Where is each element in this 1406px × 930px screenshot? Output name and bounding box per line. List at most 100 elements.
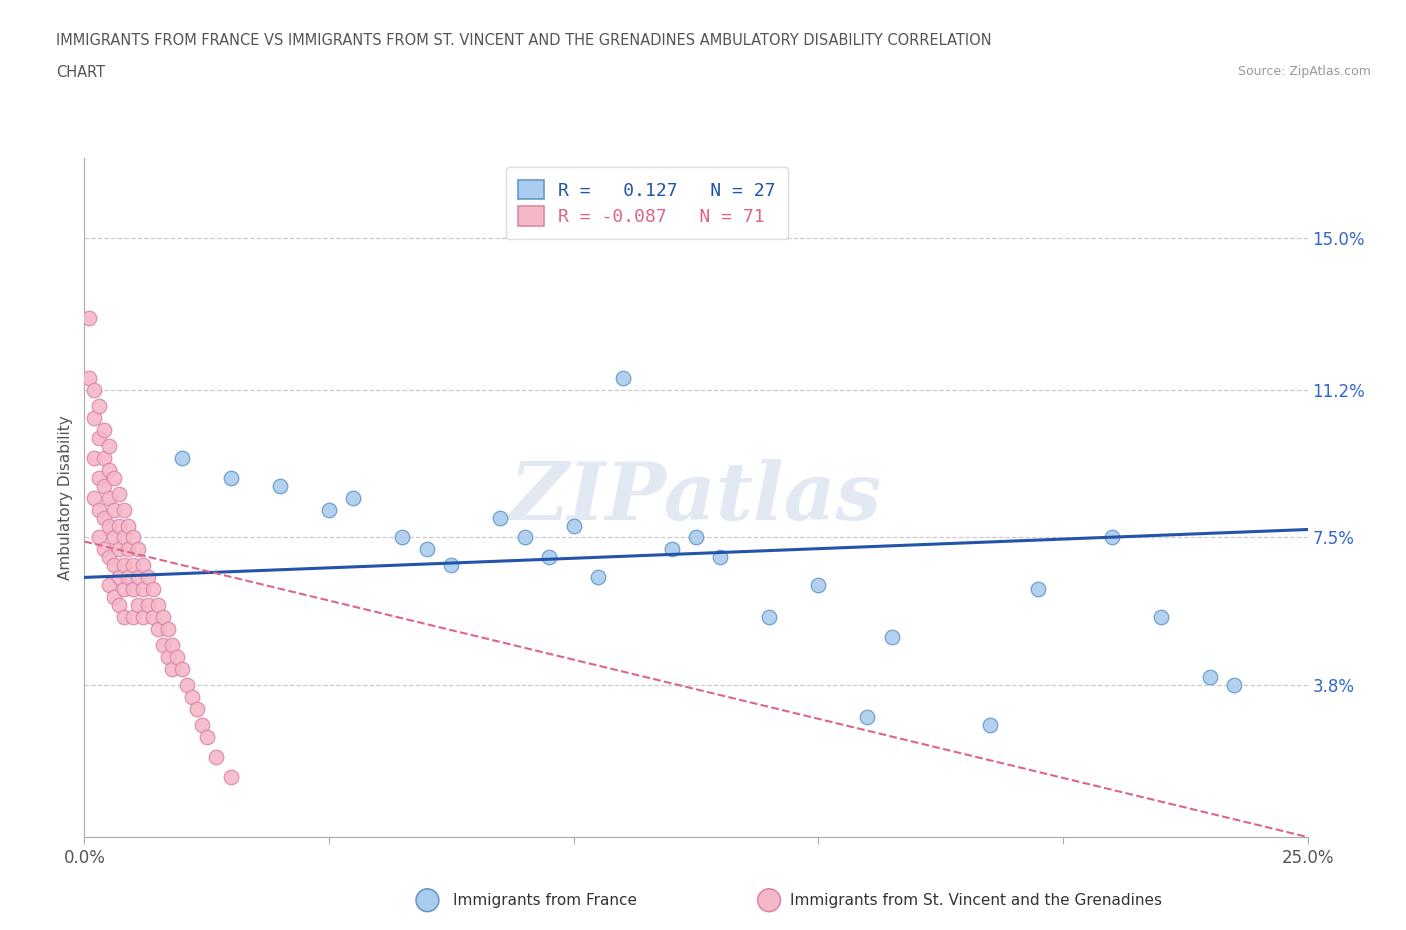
Point — [685, 530, 707, 545]
Point — [87, 398, 110, 413]
Point — [562, 518, 585, 533]
Point — [103, 502, 125, 517]
Point — [880, 630, 903, 644]
Point — [136, 598, 159, 613]
Point — [103, 471, 125, 485]
Point — [186, 702, 208, 717]
Point — [112, 502, 135, 517]
Point — [103, 590, 125, 604]
Point — [127, 542, 149, 557]
Circle shape — [416, 889, 439, 911]
Point — [97, 490, 120, 505]
Point — [93, 478, 115, 493]
Point — [117, 518, 139, 533]
Point — [172, 450, 194, 465]
Point — [856, 710, 879, 724]
Point — [758, 610, 780, 625]
Point — [112, 610, 135, 625]
Point — [97, 438, 120, 453]
Point — [219, 770, 242, 785]
Point — [122, 610, 145, 625]
Point — [132, 558, 155, 573]
Point — [93, 450, 115, 465]
Point — [162, 638, 184, 653]
Point — [146, 598, 169, 613]
Point — [205, 750, 228, 764]
Point — [107, 570, 129, 585]
Point — [77, 311, 100, 325]
Point — [107, 486, 129, 501]
Point — [1028, 582, 1050, 597]
Point — [146, 622, 169, 637]
Point — [195, 730, 218, 745]
Circle shape — [758, 889, 780, 911]
Point — [87, 502, 110, 517]
Point — [979, 718, 1001, 733]
Point — [156, 622, 179, 637]
Point — [416, 542, 439, 557]
Point — [132, 610, 155, 625]
Point — [440, 558, 463, 573]
Point — [107, 518, 129, 533]
Point — [117, 570, 139, 585]
Point — [162, 662, 184, 677]
Point — [112, 530, 135, 545]
Point — [612, 370, 634, 385]
Point — [709, 550, 731, 565]
Point — [122, 558, 145, 573]
Point — [152, 638, 174, 653]
Point — [513, 530, 536, 545]
Point — [103, 530, 125, 545]
Point — [107, 542, 129, 557]
Text: IMMIGRANTS FROM FRANCE VS IMMIGRANTS FROM ST. VINCENT AND THE GRENADINES AMBULAT: IMMIGRANTS FROM FRANCE VS IMMIGRANTS FRO… — [56, 33, 991, 47]
Point — [269, 478, 291, 493]
Point — [191, 718, 214, 733]
Legend: R =   0.127   N = 27, R = -0.087   N = 71: R = 0.127 N = 27, R = -0.087 N = 71 — [506, 167, 789, 238]
Point — [87, 431, 110, 445]
Point — [1150, 610, 1173, 625]
Point — [112, 582, 135, 597]
Point — [132, 582, 155, 597]
Point — [93, 542, 115, 557]
Point — [807, 578, 830, 592]
Y-axis label: Ambulatory Disability: Ambulatory Disability — [58, 415, 73, 580]
Point — [1198, 670, 1220, 684]
Text: Immigrants from St. Vincent and the Grenadines: Immigrants from St. Vincent and the Gren… — [790, 893, 1163, 908]
Point — [586, 570, 609, 585]
Point — [1101, 530, 1123, 545]
Text: Source: ZipAtlas.com: Source: ZipAtlas.com — [1237, 65, 1371, 78]
Point — [172, 662, 194, 677]
Point — [142, 610, 165, 625]
Point — [97, 462, 120, 477]
Text: ZIPatlas: ZIPatlas — [510, 458, 882, 537]
Point — [127, 570, 149, 585]
Point — [117, 542, 139, 557]
Point — [489, 510, 512, 525]
Point — [122, 582, 145, 597]
Point — [538, 550, 561, 565]
Point — [87, 471, 110, 485]
Point — [97, 578, 120, 592]
Point — [156, 650, 179, 665]
Point — [342, 490, 364, 505]
Point — [1223, 678, 1246, 693]
Point — [97, 550, 120, 565]
Point — [97, 518, 120, 533]
Text: CHART: CHART — [56, 65, 105, 80]
Point — [83, 410, 105, 425]
Point — [112, 558, 135, 573]
Point — [83, 490, 105, 505]
Point — [318, 502, 340, 517]
Point — [661, 542, 683, 557]
Point — [127, 598, 149, 613]
Point — [176, 678, 198, 693]
Point — [87, 530, 110, 545]
Point — [122, 530, 145, 545]
Point — [181, 690, 204, 705]
Point — [152, 610, 174, 625]
Point — [83, 450, 105, 465]
Point — [93, 422, 115, 437]
Point — [77, 370, 100, 385]
Point — [93, 510, 115, 525]
Point — [142, 582, 165, 597]
